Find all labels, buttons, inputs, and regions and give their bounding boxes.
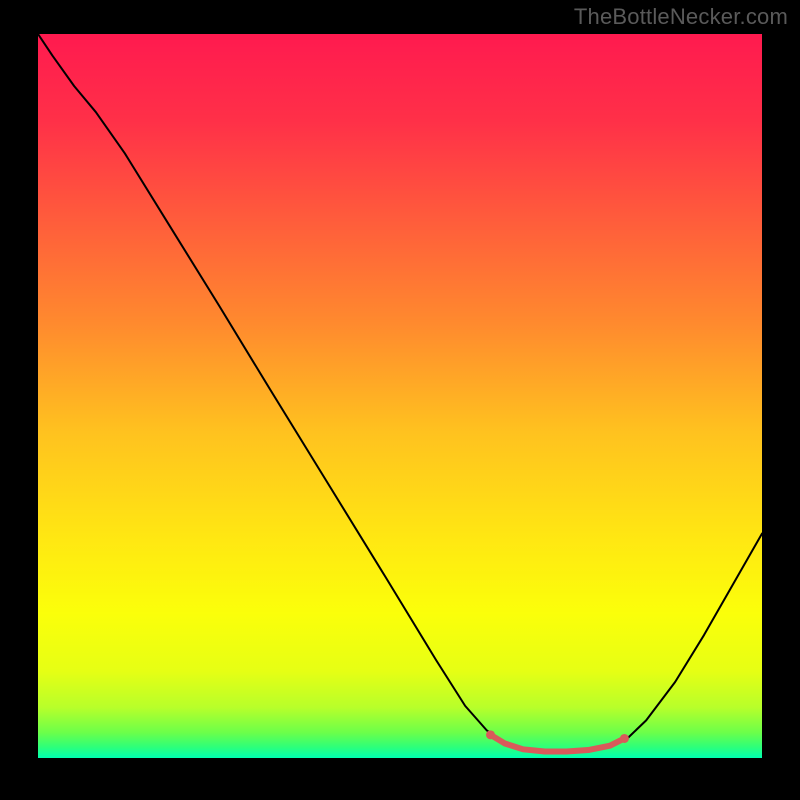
optimal-range-end-cap: [620, 734, 629, 743]
optimal-range-start-cap: [486, 730, 495, 739]
bottleneck-curve-chart: [38, 34, 762, 758]
watermark-text: TheBottleNecker.com: [574, 4, 788, 30]
plot-area: [38, 34, 762, 758]
gradient-background: [38, 34, 762, 758]
chart-frame: TheBottleNecker.com: [0, 0, 800, 800]
